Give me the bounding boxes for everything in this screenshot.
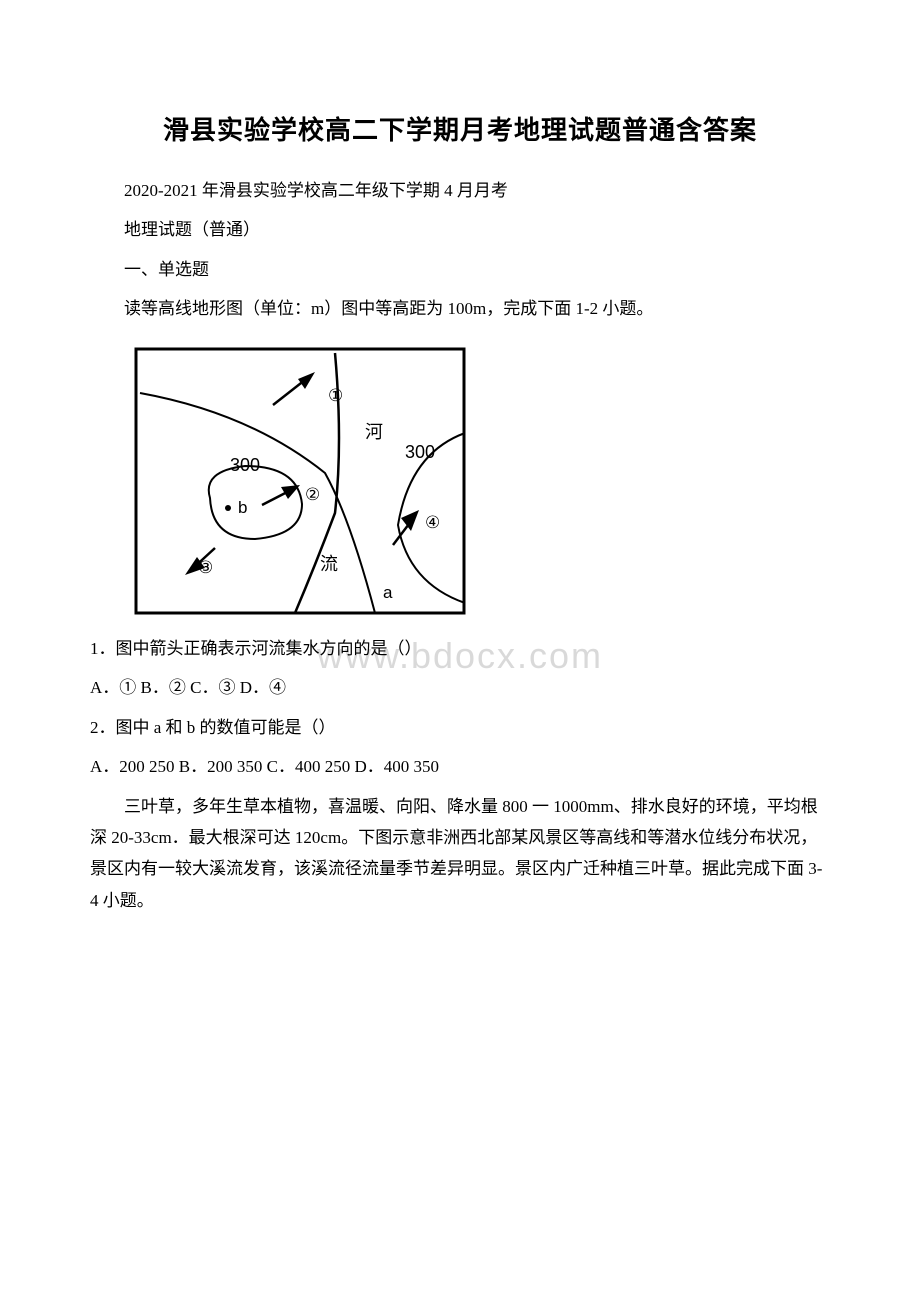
- river-label-2: 流: [320, 554, 338, 574]
- intro-text: 读等高线地形图（单位：m）图中等高距为 100m，完成下面 1-2 小题。: [90, 293, 830, 324]
- question-1-options: A．① B．② C．③ D．④: [90, 672, 830, 703]
- label-circled-4: ④: [425, 513, 440, 532]
- passage-2-text: 三叶草，多年生草本植物，喜温暖、向阳、降水量 800 一 1000mm、排水良好…: [90, 791, 830, 917]
- arrow-1-head: [298, 372, 315, 389]
- label-circled-2: ②: [305, 485, 320, 504]
- document-title: 滑县实验学校高二下学期月考地理试题普通含答案: [90, 110, 830, 147]
- contour-closed-loop: [209, 466, 302, 539]
- river-label-1: 河: [365, 422, 383, 442]
- document-content: 滑县实验学校高二下学期月考地理试题普通含答案 2020-2021 年滑县实验学校…: [90, 110, 830, 916]
- arrow-4-head: [401, 510, 419, 531]
- question-2-options: A．200 250 B．200 350 C．400 250 D．400 350: [90, 751, 830, 782]
- label-300-left: 300: [230, 455, 260, 475]
- label-b: b: [238, 498, 247, 517]
- label-circled-3: ③: [198, 558, 213, 577]
- contour-map-figure: 河 流 300 300 b a ① ② ③ ④: [130, 343, 470, 623]
- label-300-right: 300: [405, 442, 435, 462]
- subtitle-line: 2020-2021 年滑县实验学校高二年级下学期 4 月月考: [90, 175, 830, 206]
- label-a: a: [383, 583, 393, 602]
- question-1-text: 1．图中箭头正确表示河流集水方向的是（）: [90, 633, 830, 664]
- map-frame: [136, 349, 464, 613]
- label-circled-1: ①: [328, 386, 343, 405]
- exam-type-line: 地理试题（普通）: [90, 214, 830, 245]
- section-header: 一、单选题: [90, 254, 830, 285]
- question-2-text: 2．图中 a 和 b 的数值可能是（）: [90, 712, 830, 743]
- arrow-2-head: [281, 485, 300, 499]
- point-b-dot: [225, 505, 231, 511]
